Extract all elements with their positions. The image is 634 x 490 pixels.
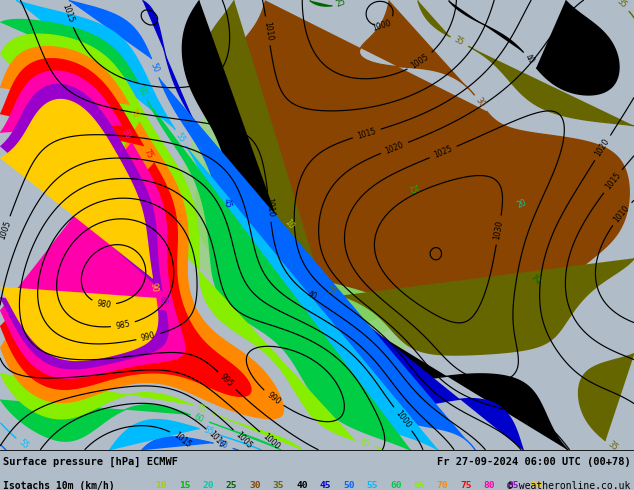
Text: 980: 980 xyxy=(96,298,112,309)
Text: 60: 60 xyxy=(193,412,205,424)
Text: 15: 15 xyxy=(179,481,190,490)
Text: 65: 65 xyxy=(359,438,371,449)
Text: 60: 60 xyxy=(390,481,401,490)
Point xyxy=(0,446,5,454)
Point xyxy=(0,446,5,454)
Text: 90: 90 xyxy=(148,282,158,293)
Text: 1000: 1000 xyxy=(371,18,392,32)
Point xyxy=(0,446,5,454)
Point xyxy=(0,446,5,454)
Text: 985: 985 xyxy=(115,319,131,331)
Point xyxy=(0,446,5,454)
Text: 45: 45 xyxy=(320,481,331,490)
Text: 40: 40 xyxy=(306,289,318,301)
Text: Fr 27-09-2024 06:00 UTC (00+78): Fr 27-09-2024 06:00 UTC (00+78) xyxy=(437,457,631,467)
Text: 35: 35 xyxy=(453,35,465,48)
Text: 995: 995 xyxy=(219,372,235,389)
Text: 1015: 1015 xyxy=(356,126,377,141)
Text: 80: 80 xyxy=(119,127,132,140)
Text: 30: 30 xyxy=(474,96,487,109)
Text: 70: 70 xyxy=(127,106,140,120)
Text: 25: 25 xyxy=(335,0,347,9)
Text: 1025: 1025 xyxy=(432,144,454,160)
Text: Isotachs 10m (km/h): Isotachs 10m (km/h) xyxy=(3,481,115,490)
Text: 35: 35 xyxy=(606,440,619,453)
Text: 1010: 1010 xyxy=(612,203,631,224)
Text: 35: 35 xyxy=(325,286,338,297)
Text: 25: 25 xyxy=(532,272,545,286)
Point xyxy=(0,446,5,454)
Text: 1020: 1020 xyxy=(593,137,612,158)
Text: 50: 50 xyxy=(149,62,160,74)
Text: 65: 65 xyxy=(413,481,425,490)
Text: 990: 990 xyxy=(265,390,282,406)
Text: 20: 20 xyxy=(516,197,528,209)
Text: 990: 990 xyxy=(140,331,157,343)
Point xyxy=(0,446,5,454)
Text: 1005: 1005 xyxy=(234,430,254,450)
Text: 55: 55 xyxy=(174,131,186,144)
Text: 35: 35 xyxy=(273,481,284,490)
Text: 1005: 1005 xyxy=(410,52,430,71)
Text: 75: 75 xyxy=(460,481,472,490)
Point xyxy=(0,446,5,454)
Text: 40: 40 xyxy=(523,53,536,66)
Text: 1015: 1015 xyxy=(604,171,623,192)
Text: 1005: 1005 xyxy=(0,220,13,241)
Text: 1015: 1015 xyxy=(172,430,193,449)
Text: 1010: 1010 xyxy=(207,429,227,450)
Text: 30: 30 xyxy=(249,481,261,490)
Text: 15: 15 xyxy=(406,183,417,195)
Point xyxy=(0,446,5,454)
Point xyxy=(0,446,5,454)
Point xyxy=(0,446,5,454)
Text: 1020: 1020 xyxy=(384,140,405,155)
Text: 35: 35 xyxy=(614,0,628,10)
Text: 85: 85 xyxy=(158,295,169,306)
Text: 70: 70 xyxy=(437,481,448,490)
Text: 60: 60 xyxy=(136,85,148,98)
Text: 10: 10 xyxy=(283,218,295,230)
Text: 55: 55 xyxy=(366,481,378,490)
Text: 1030: 1030 xyxy=(493,220,505,241)
Text: 25: 25 xyxy=(226,481,237,490)
Text: 1010: 1010 xyxy=(262,21,274,41)
Text: 65: 65 xyxy=(195,403,208,415)
Text: 85: 85 xyxy=(507,481,519,490)
Text: 55: 55 xyxy=(203,426,215,437)
Text: 1000: 1000 xyxy=(261,432,281,451)
Text: Surface pressure [hPa] ECMWF: Surface pressure [hPa] ECMWF xyxy=(3,457,178,467)
Text: 20: 20 xyxy=(202,481,214,490)
Point xyxy=(0,446,5,454)
Text: 1015: 1015 xyxy=(60,3,75,24)
Point xyxy=(0,446,5,454)
Text: 10: 10 xyxy=(155,481,167,490)
Text: © weatheronline.co.uk: © weatheronline.co.uk xyxy=(507,481,631,490)
Point xyxy=(0,446,5,454)
Text: 55: 55 xyxy=(16,438,30,451)
Point xyxy=(0,446,5,454)
Text: 90: 90 xyxy=(531,481,542,490)
Text: 80: 80 xyxy=(484,481,495,490)
Text: 50: 50 xyxy=(343,481,354,490)
Text: 45: 45 xyxy=(221,197,233,209)
Text: 1000: 1000 xyxy=(393,409,412,429)
Text: 40: 40 xyxy=(296,481,307,490)
Point xyxy=(0,446,5,454)
Text: 75: 75 xyxy=(142,147,155,161)
Point xyxy=(0,446,5,454)
Text: 1010: 1010 xyxy=(264,197,275,218)
Text: 50: 50 xyxy=(217,440,228,451)
